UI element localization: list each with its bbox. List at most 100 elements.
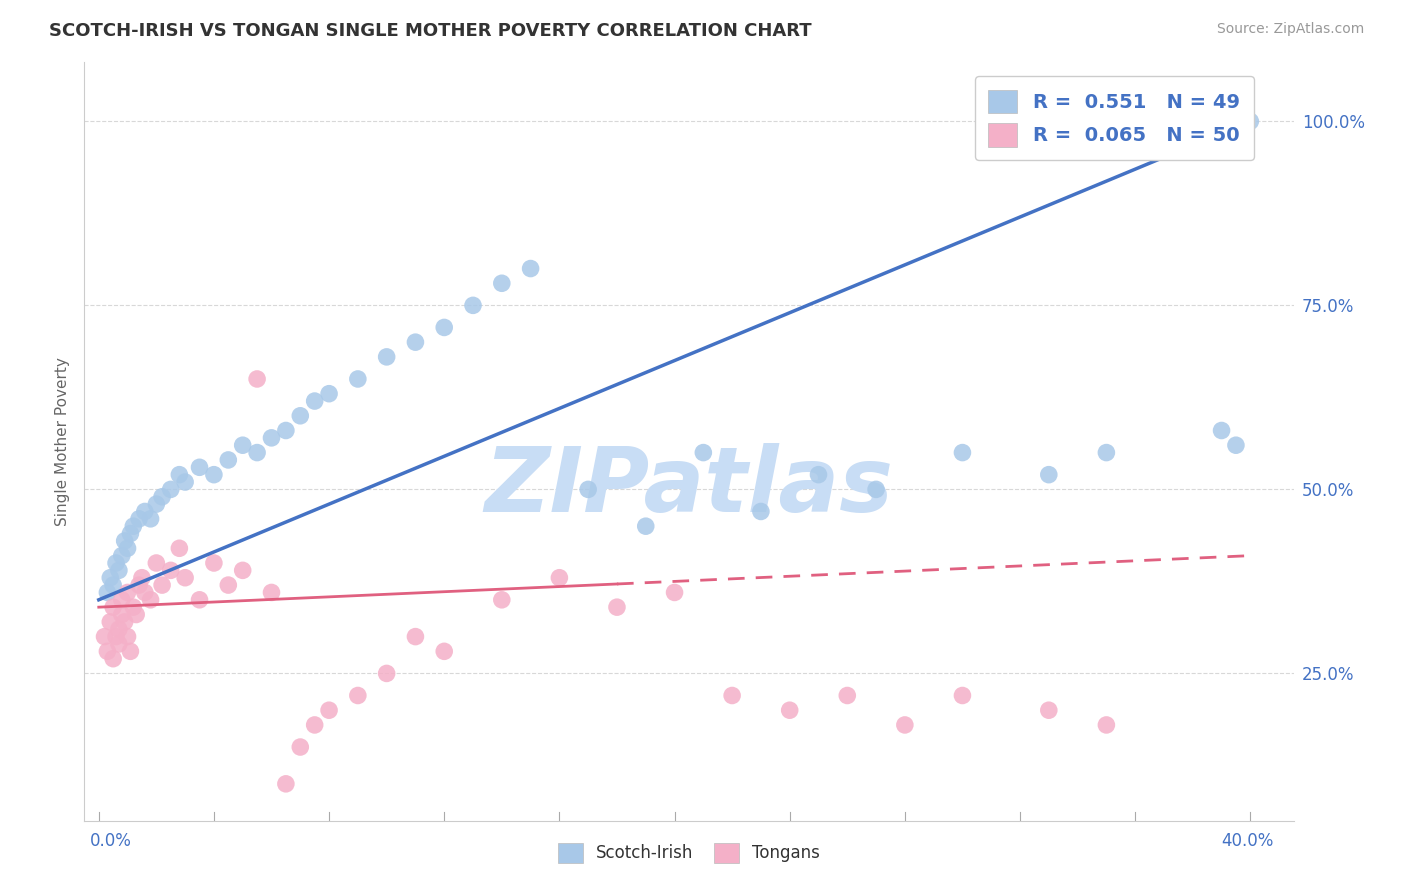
- Point: [260, 585, 283, 599]
- Point: [576, 483, 599, 497]
- Point: [749, 504, 772, 518]
- Point: [894, 718, 917, 732]
- Point: [491, 277, 513, 291]
- Point: [375, 350, 398, 364]
- Point: [101, 600, 124, 615]
- Point: [114, 533, 136, 548]
- Point: [952, 445, 974, 459]
- Point: [105, 630, 128, 644]
- Point: [125, 607, 148, 622]
- Text: SCOTCH-IRISH VS TONGAN SINGLE MOTHER POVERTY CORRELATION CHART: SCOTCH-IRISH VS TONGAN SINGLE MOTHER POV…: [49, 22, 811, 40]
- Point: [117, 541, 139, 556]
- Point: [721, 689, 744, 703]
- Point: [188, 460, 211, 475]
- Point: [108, 637, 131, 651]
- Point: [548, 571, 571, 585]
- Point: [122, 600, 145, 615]
- Point: [98, 615, 121, 629]
- Point: [122, 519, 145, 533]
- Point: [174, 475, 197, 489]
- Point: [692, 445, 714, 459]
- Point: [150, 490, 173, 504]
- Point: [664, 585, 686, 599]
- Point: [290, 739, 312, 754]
- Point: [433, 320, 456, 334]
- Point: [128, 512, 150, 526]
- Point: [111, 592, 134, 607]
- Point: [1181, 114, 1204, 128]
- Point: [318, 386, 340, 401]
- Point: [117, 585, 139, 599]
- Point: [96, 585, 118, 599]
- Point: [93, 630, 115, 644]
- Text: ZIPatlas: ZIPatlas: [485, 443, 893, 531]
- Point: [952, 689, 974, 703]
- Point: [779, 703, 801, 717]
- Point: [96, 644, 118, 658]
- Point: [217, 578, 239, 592]
- Point: [174, 571, 197, 585]
- Y-axis label: Single Mother Poverty: Single Mother Poverty: [55, 357, 70, 526]
- Point: [145, 556, 167, 570]
- Point: [433, 644, 456, 658]
- Point: [837, 689, 859, 703]
- Point: [217, 453, 239, 467]
- Point: [108, 563, 131, 577]
- Point: [101, 578, 124, 592]
- Point: [347, 689, 370, 703]
- Point: [120, 526, 142, 541]
- Point: [606, 600, 628, 615]
- Point: [491, 592, 513, 607]
- Point: [1153, 114, 1175, 128]
- Point: [1038, 467, 1060, 482]
- Text: 0.0%: 0.0%: [90, 831, 132, 850]
- Point: [304, 394, 326, 409]
- Point: [347, 372, 370, 386]
- Point: [145, 497, 167, 511]
- Point: [159, 563, 181, 577]
- Point: [120, 644, 142, 658]
- Point: [290, 409, 312, 423]
- Point: [202, 556, 225, 570]
- Point: [404, 630, 426, 644]
- Point: [519, 261, 541, 276]
- Point: [1095, 445, 1118, 459]
- Point: [139, 512, 162, 526]
- Point: [1239, 114, 1261, 128]
- Point: [1038, 703, 1060, 717]
- Point: [169, 541, 191, 556]
- Point: [159, 483, 181, 497]
- Point: [202, 467, 225, 482]
- Point: [260, 431, 283, 445]
- Point: [807, 467, 830, 482]
- Point: [232, 563, 254, 577]
- Point: [134, 585, 156, 599]
- Point: [274, 424, 297, 438]
- Point: [101, 651, 124, 665]
- Point: [131, 571, 153, 585]
- Point: [169, 467, 191, 482]
- Point: [128, 578, 150, 592]
- Text: 40.0%: 40.0%: [1220, 831, 1274, 850]
- Point: [232, 438, 254, 452]
- Point: [1211, 424, 1233, 438]
- Point: [375, 666, 398, 681]
- Point: [304, 718, 326, 732]
- Point: [150, 578, 173, 592]
- Text: Source: ZipAtlas.com: Source: ZipAtlas.com: [1216, 22, 1364, 37]
- Point: [98, 571, 121, 585]
- Point: [404, 335, 426, 350]
- Point: [1095, 718, 1118, 732]
- Point: [1225, 438, 1247, 452]
- Point: [318, 703, 340, 717]
- Point: [114, 615, 136, 629]
- Point: [111, 549, 134, 563]
- Point: [274, 777, 297, 791]
- Point: [634, 519, 657, 533]
- Point: [188, 592, 211, 607]
- Point: [108, 622, 131, 636]
- Point: [105, 556, 128, 570]
- Point: [139, 592, 162, 607]
- Legend: Scotch-Irish, Tongans: Scotch-Irish, Tongans: [551, 837, 827, 869]
- Point: [111, 607, 134, 622]
